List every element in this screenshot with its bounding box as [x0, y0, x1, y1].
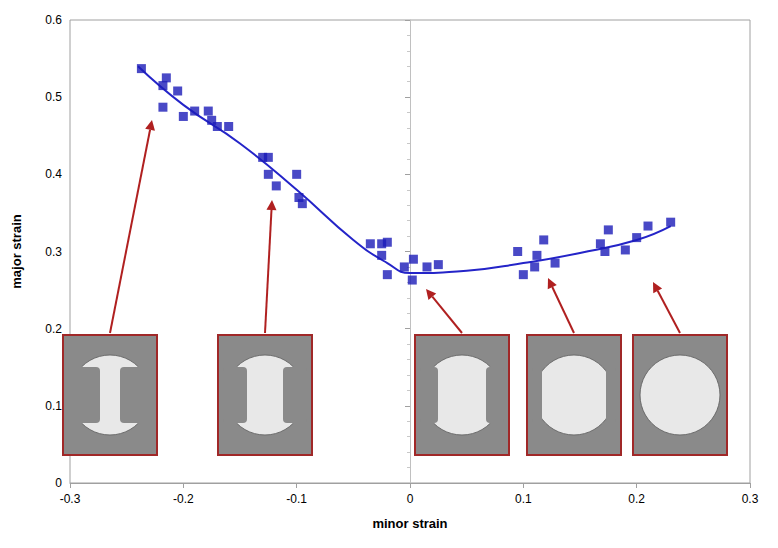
svg-text:-0.2: -0.2	[173, 492, 194, 506]
svg-text:0: 0	[55, 476, 62, 490]
svg-text:0.2: 0.2	[45, 322, 62, 336]
svg-text:-0.3: -0.3	[60, 492, 81, 506]
svg-text:-0.1: -0.1	[286, 492, 307, 506]
svg-text:0.1: 0.1	[515, 492, 532, 506]
svg-text:major strain: major strain	[9, 214, 24, 288]
svg-text:0.1: 0.1	[45, 399, 62, 413]
svg-text:0.4: 0.4	[45, 167, 62, 181]
svg-text:0.6: 0.6	[45, 13, 62, 27]
svg-text:0.3: 0.3	[742, 492, 759, 506]
svg-text:0.3: 0.3	[45, 245, 62, 259]
svg-text:0: 0	[407, 492, 414, 506]
svg-text:minor strain: minor strain	[372, 516, 447, 531]
svg-text:0.5: 0.5	[45, 90, 62, 104]
svg-text:0.2: 0.2	[628, 492, 645, 506]
